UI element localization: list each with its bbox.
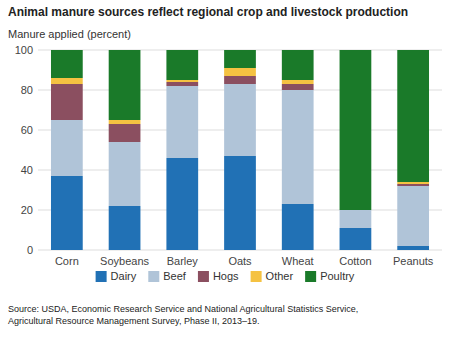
bar-segment xyxy=(109,120,141,124)
bars xyxy=(51,50,429,250)
bar-segment xyxy=(51,78,83,84)
y-axis-label: Manure applied (percent) xyxy=(8,28,131,40)
bar-segment xyxy=(51,50,83,78)
source-line: Agricultural Resource Management Survey,… xyxy=(8,316,259,326)
bar-segment xyxy=(166,82,198,86)
bar-segment xyxy=(224,84,256,156)
bar-segment xyxy=(109,142,141,206)
legend-label: Hogs xyxy=(213,270,239,282)
y-tick-label: 0 xyxy=(27,244,33,256)
bar-segment xyxy=(109,50,141,120)
chart: Animal manure sources reflect regional c… xyxy=(0,0,450,342)
legend-swatch xyxy=(148,271,159,282)
bar-segment xyxy=(397,182,429,184)
bar-segment xyxy=(166,158,198,250)
bar-segment xyxy=(340,228,372,250)
source-line: Source: USDA, Economic Research Service … xyxy=(8,304,358,314)
y-tick-label: 40 xyxy=(21,164,33,176)
x-tick-label: Oats xyxy=(228,255,252,267)
bar-segment xyxy=(282,90,314,204)
bar-segment xyxy=(397,184,429,186)
x-tick-label: Cotton xyxy=(339,255,371,267)
x-tick-label: Corn xyxy=(55,255,79,267)
y-tick-label: 20 xyxy=(21,204,33,216)
bar-segment xyxy=(282,84,314,90)
bar-segment xyxy=(397,50,429,182)
bar-segment xyxy=(109,206,141,250)
bar-segment xyxy=(109,124,141,142)
legend-label: Poultry xyxy=(320,270,355,282)
legend: Dairy Beef Hogs Other Poultry xyxy=(96,270,355,282)
bar-segment xyxy=(224,50,256,68)
legend-label: Other xyxy=(266,270,294,282)
legend-label: Dairy xyxy=(111,270,137,282)
grid xyxy=(38,50,442,250)
bar-segment xyxy=(51,176,83,250)
bar-segment xyxy=(166,50,198,80)
bar-segment xyxy=(397,186,429,246)
bar-segment xyxy=(282,204,314,250)
x-tick-label: Soybeans xyxy=(100,255,149,267)
y-tick-label: 60 xyxy=(21,124,33,136)
bar-segment xyxy=(224,76,256,84)
x-tick-label: Barley xyxy=(167,255,199,267)
bar-segment xyxy=(340,50,372,210)
bar-segment xyxy=(340,210,372,228)
legend-swatch xyxy=(305,271,316,282)
y-tick-label: 80 xyxy=(21,84,33,96)
bar-segment xyxy=(282,50,314,80)
source: Source: USDA, Economic Research Service … xyxy=(8,304,358,326)
legend-swatch xyxy=(198,271,209,282)
bar-segment xyxy=(166,86,198,158)
bar-segment xyxy=(282,80,314,84)
bar-segment xyxy=(51,120,83,176)
y-tick-label: 100 xyxy=(15,44,33,56)
x-tick-label: Wheat xyxy=(282,255,314,267)
bar-segment xyxy=(397,246,429,250)
bar-segment xyxy=(224,156,256,250)
legend-swatch xyxy=(96,271,107,282)
bar-segment xyxy=(51,84,83,120)
legend-label: Beef xyxy=(163,270,187,282)
title: Animal manure sources reflect regional c… xyxy=(8,5,408,19)
x-tick-label: Peanuts xyxy=(393,255,434,267)
legend-swatch xyxy=(251,271,262,282)
bar-segment xyxy=(224,68,256,76)
bar-segment xyxy=(166,80,198,82)
